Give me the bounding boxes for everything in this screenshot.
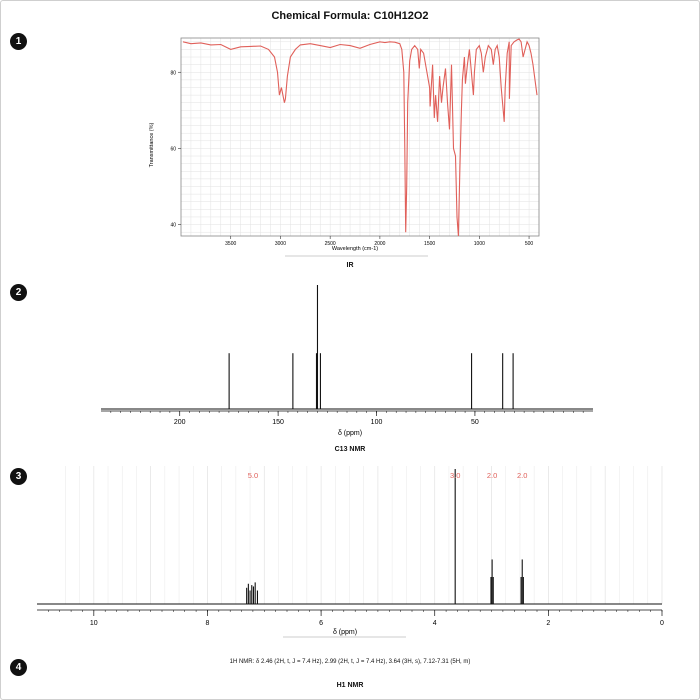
ir-x-tick-label: 2500: [325, 241, 336, 247]
ir-y-ticks: 40 60 80: [170, 70, 181, 229]
ir-grid: [181, 38, 540, 236]
h1-x-axis-label: δ (ppm): [333, 629, 357, 636]
h1-caption: H1 NMR: [336, 682, 364, 689]
h1-x-tick-label: 2: [546, 620, 550, 627]
c13-minor-ticks: [110, 411, 584, 413]
c13-x-tick-label: 100: [371, 419, 383, 426]
ir-plot-frame: [180, 37, 540, 237]
ir-y-tick-label: 80: [170, 70, 176, 76]
h1-x-tick-label: 8: [206, 620, 210, 627]
section-badge-3: 3: [10, 468, 27, 485]
h1-chart: 10 8 6 4 2 0 5.0 3.0 2.0 2.0 δ (ppm): [37, 466, 664, 638]
ir-y-tick-label: 40: [170, 223, 176, 229]
ir-x-tick-label: 500: [525, 241, 534, 247]
h1-integrations: 5.0 3.0 2.0 2.0: [248, 471, 528, 480]
h1-integration-label: 3.0: [450, 471, 460, 480]
ir-caption: IR: [346, 262, 354, 269]
section-badge-2: 2: [10, 284, 27, 301]
h1-x-tick-label: 6: [319, 620, 323, 627]
ir-x-ticks: 3500 3000 2500 2000 1500 1000 500: [225, 236, 533, 247]
ir-x-tick-label: 3000: [275, 241, 286, 247]
h1-nmr-summary: 1H NMR: δ 2.46 (2H, t, J = 7.4 Hz), 2.99…: [229, 659, 471, 665]
c13-chart: 200 150 100 50 δ (ppm): [101, 285, 593, 437]
c13-caption: C13 NMR: [334, 446, 366, 453]
h1-peaks: [246, 469, 524, 604]
page-title: Chemical Formula: C10H12O2: [271, 10, 429, 22]
h1-grid: [65, 466, 663, 604]
c13-x-tick-label: 150: [272, 419, 284, 426]
h1-x-tick-label: 0: [660, 620, 664, 627]
ir-chart: 3500 3000 2500 2000 1500 1000 500 40 60 80 Wavel…: [149, 37, 540, 257]
ir-y-axis-label: Transmittance (%): [149, 122, 155, 167]
h1-x-tick-label: 10: [90, 620, 98, 627]
ir-spectrum-line: [182, 38, 538, 237]
ir-x-tick-label: 3500: [225, 241, 236, 247]
c13-peaks: [228, 285, 514, 409]
section-badge-1: 1: [10, 33, 27, 50]
ir-x-tick-label: 1500: [424, 241, 435, 247]
c13-x-tick-label: 200: [174, 419, 186, 426]
c13-x-ticks: 200 150 100 50: [174, 411, 479, 426]
section-badge-4: 4: [10, 659, 27, 676]
ir-x-axis-label: Wavelength (cm-1): [332, 246, 378, 252]
ir-y-tick-label: 60: [170, 146, 176, 152]
h1-integration-label: 2.0: [517, 471, 527, 480]
h1-x-ticks: 10 8 6 4 2 0: [90, 610, 664, 627]
h1-minor-ticks: [48, 610, 663, 612]
h1-integration-label: 2.0: [487, 471, 497, 480]
h1-integration-label: 5.0: [248, 471, 258, 480]
c13-x-tick-label: 50: [471, 419, 479, 426]
ir-x-tick-label: 1000: [474, 241, 485, 247]
ir-x-tick-label: 2000: [374, 241, 385, 247]
c13-x-axis-label: δ (ppm): [338, 430, 362, 437]
h1-x-tick-label: 4: [433, 620, 437, 627]
